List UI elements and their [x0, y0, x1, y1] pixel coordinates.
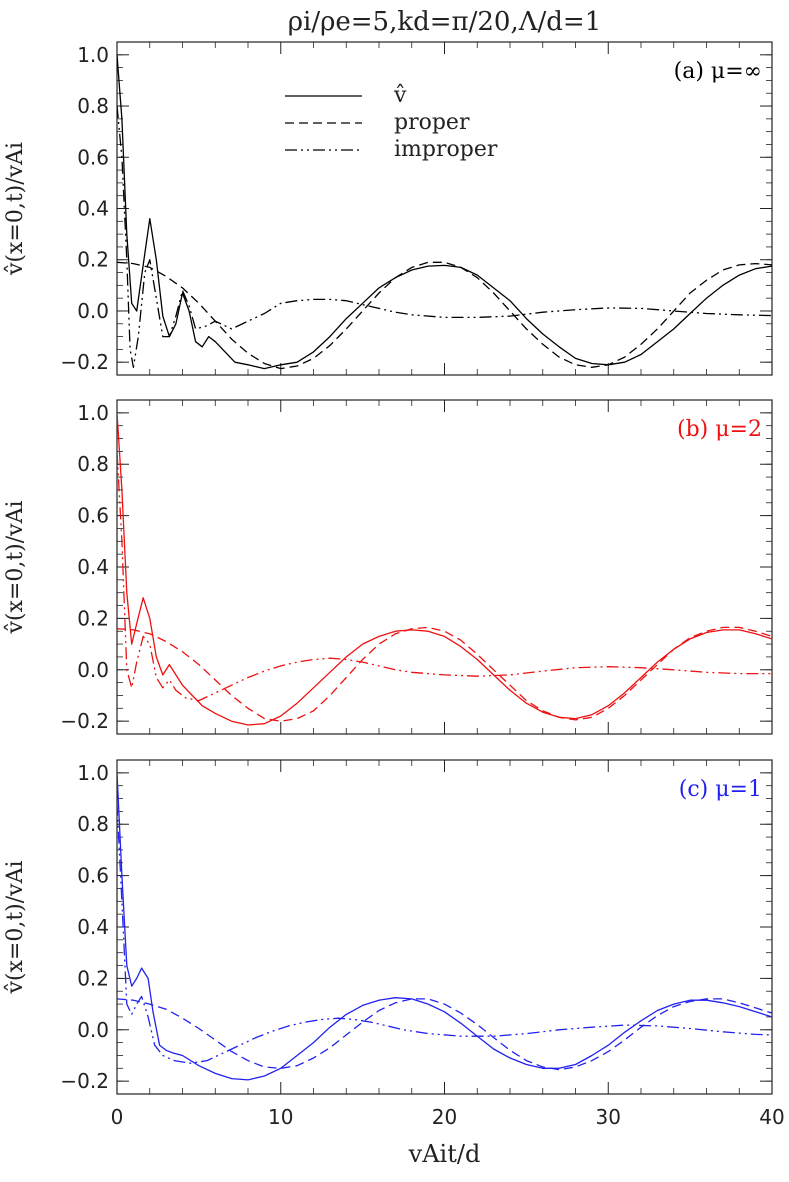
panel-c: −0.2 0.0 0.2 0.4 0.6 0.8 1.0 0 10 20 30 40 v̂(x=0,t)…: [3, 759, 785, 1129]
y-axis-label: v̂(x=0,t)/vAi: [3, 142, 28, 276]
panel-label: (a) μ=∞: [674, 59, 762, 84]
series-line-improper: [117, 451, 772, 702]
y-tick-label: 0.8: [77, 812, 109, 836]
series-group: [117, 772, 772, 1081]
y-axis-label: v̂(x=0,t)/vAi: [3, 500, 28, 634]
y-tick-label: 0.0: [77, 658, 109, 682]
y-tick-label: 0.4: [77, 197, 109, 221]
y-tick-label: 0.2: [77, 248, 109, 272]
series-group: [117, 412, 772, 726]
series-line-improper: [117, 803, 772, 1064]
y-tick-label: −0.2: [60, 350, 109, 374]
x-tick-label: 30: [596, 1105, 621, 1129]
y-tick-label: 1.0: [77, 43, 109, 67]
y-tick-label: 1.0: [77, 761, 109, 785]
y-tick-label: 0.0: [77, 299, 109, 323]
x-axis-label: vAit/d: [408, 1140, 481, 1168]
x-tick-label: 0: [111, 1105, 124, 1129]
series-line-v: [117, 412, 772, 726]
series-line-proper: [117, 998, 772, 1071]
y-tick-label: 0.4: [77, 555, 109, 579]
series-line-proper: [117, 261, 772, 370]
plot-frame: [116, 41, 773, 376]
y-tick-label: 0.2: [77, 966, 109, 990]
y-tick-label: 0.8: [77, 94, 109, 118]
y-tick-label: 0.6: [77, 145, 109, 169]
y-tick-label: 0.6: [77, 864, 109, 888]
legend-label: proper: [394, 110, 470, 135]
y-axis-label: v̂(x=0,t)/vAi: [3, 860, 28, 994]
series-line-v: [117, 772, 772, 1081]
panel-a: −0.2 0.0 0.2 0.4 0.6 0.8 1.0 v̂(x=0,t)/vAi (a) μ…: [3, 41, 773, 376]
x-tick-label: 10: [268, 1105, 293, 1129]
figure-title: ρi/ρe=5,kd=π/20,Λ/d=1: [288, 7, 602, 37]
x-tick-label: 20: [432, 1105, 457, 1129]
series-line-v: [117, 54, 772, 370]
series-group: [117, 54, 772, 370]
y-tick-label: 0.2: [77, 606, 109, 630]
y-tick-label: 0.4: [77, 915, 109, 939]
y-tick-label: −0.2: [60, 1069, 109, 1093]
series-line-improper: [117, 105, 772, 368]
y-tick-label: −0.2: [60, 709, 109, 733]
x-tick-label: 40: [759, 1105, 784, 1129]
series-line-proper: [117, 626, 772, 722]
legend-label: v̂: [393, 83, 407, 108]
plot-frame: [116, 399, 773, 735]
y-tick-label: 0.8: [77, 452, 109, 476]
legend-label: improper: [394, 137, 498, 162]
y-tick-label: 0.0: [77, 1018, 109, 1042]
panel-label: (b) μ=2: [677, 417, 762, 442]
y-tick-label: 0.6: [77, 504, 109, 528]
y-tick-label: 1.0: [77, 401, 109, 425]
plot-frame: [116, 759, 773, 1095]
panel-label: (c) μ=1: [679, 777, 762, 802]
panel-b: −0.2 0.0 0.2 0.4 0.6 0.8 1.0 v̂(x=0,t)/vAi (b) μ…: [3, 399, 773, 735]
